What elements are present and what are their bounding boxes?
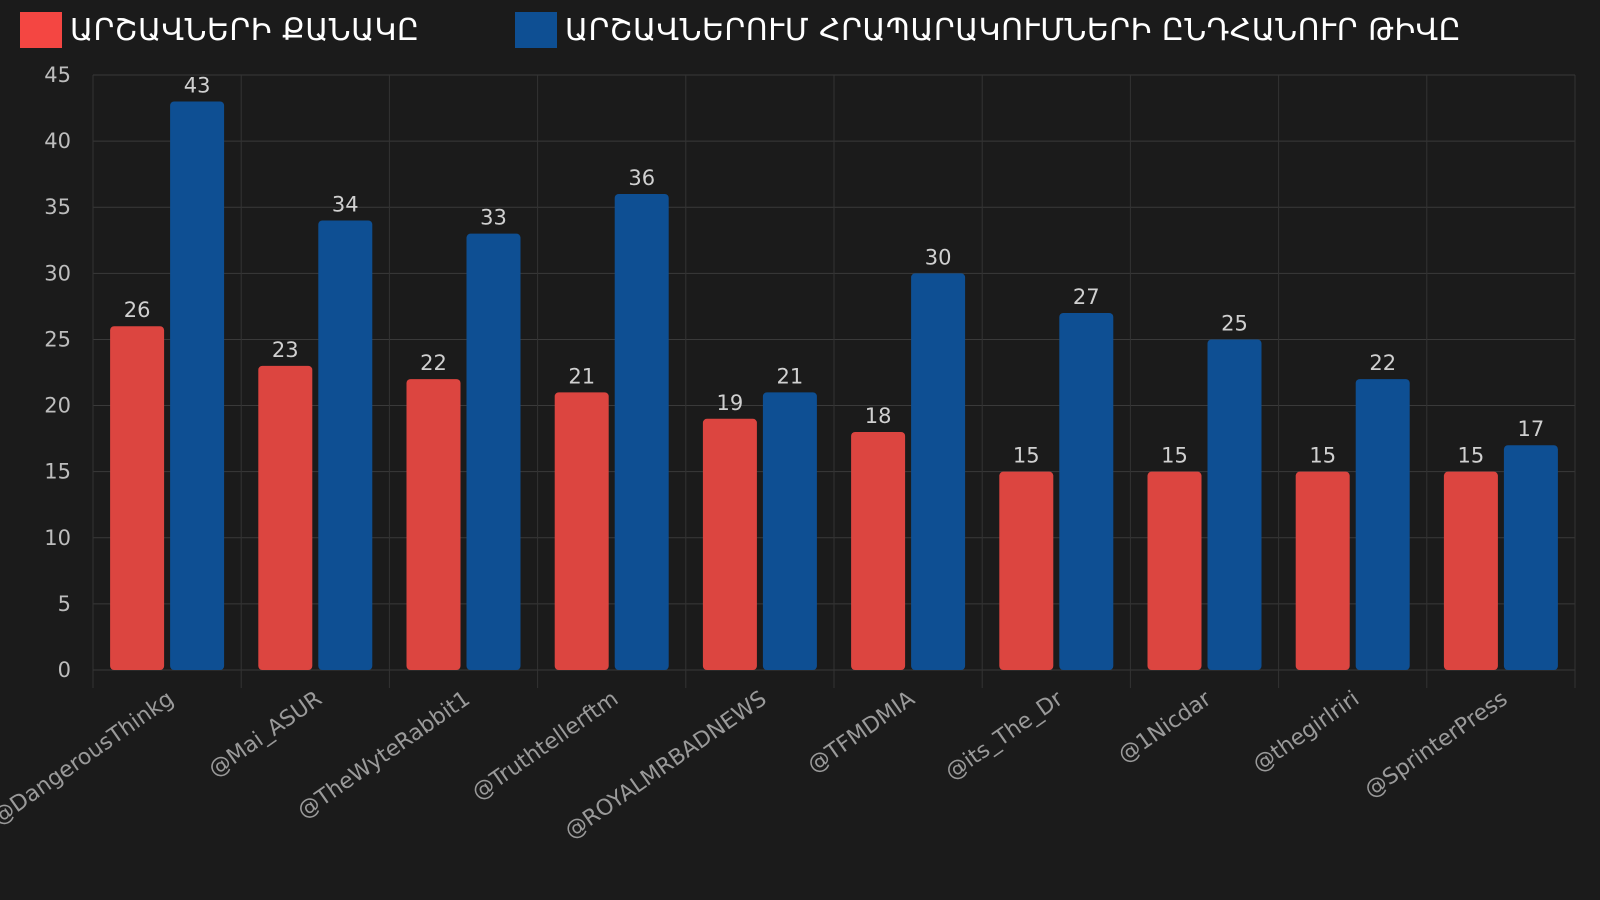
y-tick-label-10: 10 <box>44 526 71 550</box>
y-tick-label-40: 40 <box>44 129 71 153</box>
bar-s2-0 <box>170 101 225 670</box>
bar-s2-8 <box>1355 379 1410 670</box>
y-tick-label-30: 30 <box>44 261 71 285</box>
bar-s2-3 <box>614 194 669 670</box>
legend-swatch-series-1 <box>20 12 62 48</box>
y-tick-label-15: 15 <box>44 460 71 484</box>
data-label-s2-0: 43 <box>184 73 211 97</box>
bar-s2-9 <box>1503 445 1558 670</box>
bar-s1-1 <box>258 365 313 670</box>
bar-s1-0 <box>110 326 165 670</box>
data-label-s1-8: 15 <box>1309 444 1336 468</box>
bar-s1-2 <box>406 379 461 670</box>
bar-s1-4 <box>702 418 757 670</box>
data-label-s1-3: 21 <box>568 364 595 388</box>
data-label-s2-6: 27 <box>1073 285 1100 309</box>
data-label-s1-6: 15 <box>1013 444 1040 468</box>
x-tick-label-6: @its_The_Dr <box>941 686 1068 786</box>
x-tick-label-8: @thegirlriri <box>1249 686 1365 777</box>
bar-s2-4 <box>762 392 817 670</box>
data-label-s2-1: 34 <box>332 192 359 216</box>
data-label-s1-7: 15 <box>1161 444 1188 468</box>
bar-s2-7 <box>1207 339 1262 670</box>
y-tick-label-0: 0 <box>58 658 71 682</box>
x-tick-label-9: @SprinterPress <box>1360 686 1512 803</box>
legend-item-series-2: ԱՐՇԱՎՆԵՐՈՒՄ ՀՐԱՊԱՐԱԿՈՒՄՆԵՐԻ ԸՆԴՀԱՆՈՒՐ ԹԻ… <box>515 8 1461 52</box>
legend-label-series-1: ԱՐՇԱՎՆԵՐԻ ՔԱՆԱԿԸ <box>70 12 420 48</box>
bar-s1-7 <box>1147 471 1202 670</box>
y-tick-label-35: 35 <box>44 195 71 219</box>
data-label-s1-9: 15 <box>1458 444 1485 468</box>
legend-item-series-1: ԱՐՇԱՎՆԵՐԻ ՔԱՆԱԿԸ <box>20 8 419 52</box>
legend-label-series-2: ԱՐՇԱՎՆԵՐՈՒՄ ՀՐԱՊԱՐԱԿՈՒՄՆԵՐԻ ԸՆԴՀԱՆՈՒՐ ԹԻ… <box>565 12 1462 48</box>
data-label-s1-0: 26 <box>124 298 151 322</box>
data-label-s1-1: 23 <box>272 338 299 362</box>
x-tick-label-3: @Truthtellerftm <box>468 686 623 805</box>
x-tick-label-7: @1Nicdar <box>1114 686 1217 768</box>
bar-s1-5 <box>851 432 906 670</box>
x-tick-label-1: @Mai_ASUR <box>204 686 326 782</box>
data-label-s2-7: 25 <box>1221 311 1248 335</box>
data-label-s1-5: 18 <box>865 404 892 428</box>
y-tick-label-45: 45 <box>44 63 71 87</box>
data-label-s1-2: 22 <box>420 351 447 375</box>
bar-s2-2 <box>466 233 521 670</box>
data-label-s2-2: 33 <box>480 206 507 230</box>
x-tick-label-0: @DangerousThinkg <box>0 686 179 830</box>
bar-s1-8 <box>1295 471 1350 670</box>
bar-s2-1 <box>318 220 373 670</box>
data-label-s2-4: 21 <box>777 364 804 388</box>
y-tick-label-20: 20 <box>44 394 71 418</box>
y-tick-label-5: 5 <box>58 592 71 616</box>
legend-swatch-series-2 <box>515 12 557 48</box>
data-label-s2-3: 36 <box>628 166 655 190</box>
x-tick-label-5: @TFMDMIA <box>803 686 919 778</box>
bar-s1-6 <box>999 471 1054 670</box>
data-label-s2-8: 22 <box>1369 351 1396 375</box>
data-label-s1-4: 19 <box>717 391 744 415</box>
bar-s1-9 <box>1443 471 1498 670</box>
y-tick-label-25: 25 <box>44 327 71 351</box>
legend: ԱՐՇԱՎՆԵՐԻ ՔԱՆԱԿԸ ԱՐՇԱՎՆԵՐՈՒՄ ՀՐԱՊԱՐԱԿՈՒՄ… <box>0 8 1600 52</box>
bar-s2-5 <box>911 273 966 670</box>
bar-s1-3 <box>554 392 609 670</box>
data-label-s2-9: 17 <box>1518 417 1545 441</box>
bar-s2-6 <box>1059 313 1114 670</box>
data-label-s2-5: 30 <box>925 245 952 269</box>
